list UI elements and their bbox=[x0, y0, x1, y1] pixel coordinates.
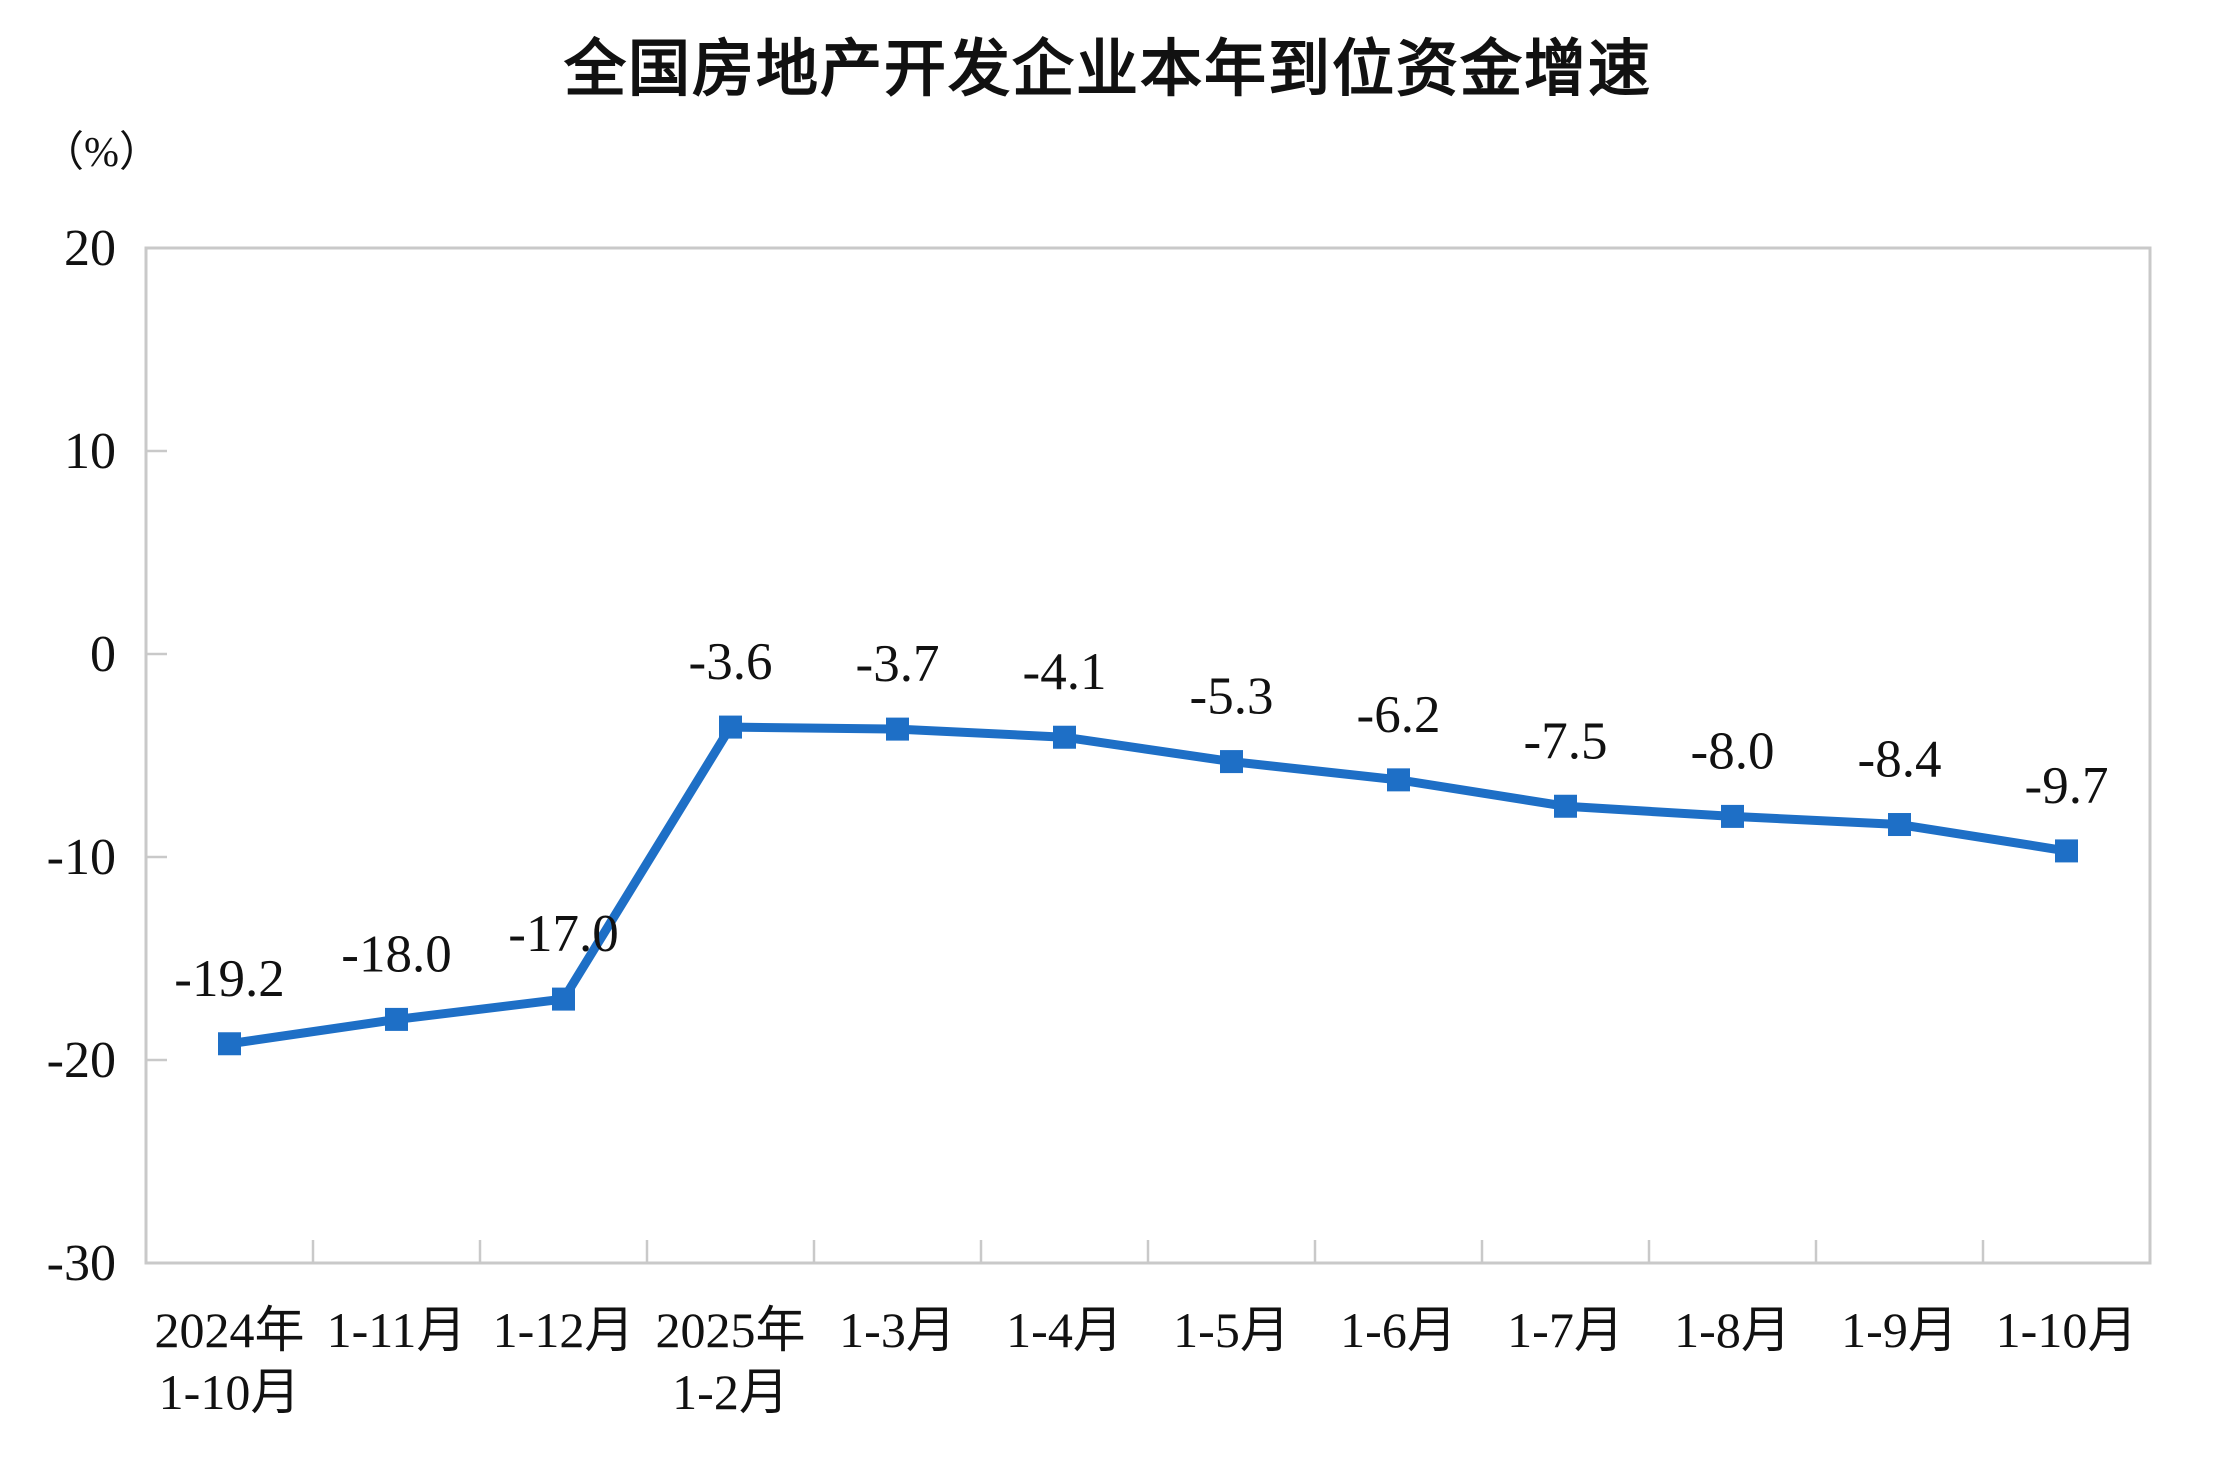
data-point-marker bbox=[218, 1032, 241, 1056]
data-point-label: -18.0 bbox=[341, 925, 451, 983]
data-point-label: -4.1 bbox=[1023, 643, 1107, 701]
data-point-label: -8.4 bbox=[1858, 731, 1942, 789]
x-axis-category-label: 1-3月 bbox=[839, 1302, 956, 1358]
y-axis-tick-label: 20 bbox=[64, 220, 116, 277]
x-axis-category-label: 1-9月 bbox=[1841, 1302, 1958, 1358]
data-point-marker bbox=[1387, 768, 1410, 792]
x-axis-category-label: 1-6月 bbox=[1340, 1302, 1457, 1358]
data-point-label: -3.7 bbox=[856, 635, 940, 693]
data-point-label: -8.0 bbox=[1691, 722, 1775, 780]
y-axis-tick-label: 10 bbox=[64, 423, 116, 480]
plot-area-border bbox=[144, 246, 2152, 1265]
data-point-label: -7.5 bbox=[1524, 712, 1608, 770]
x-axis-category-label: 2024年 1-10月 bbox=[155, 1302, 305, 1420]
y-axis-tick-label: -10 bbox=[47, 829, 116, 886]
y-axis-tick-label: -20 bbox=[47, 1032, 116, 1089]
data-point-label: -9.7 bbox=[2025, 757, 2109, 815]
data-point-label: -17.0 bbox=[508, 905, 618, 963]
data-point-marker bbox=[886, 717, 909, 741]
data-point-marker bbox=[552, 987, 575, 1011]
x-axis-category-label: 1-7月 bbox=[1507, 1302, 1624, 1358]
data-point-label: -19.2 bbox=[174, 950, 284, 1008]
data-point-label: -6.2 bbox=[1357, 686, 1441, 744]
data-point-label: -3.6 bbox=[689, 633, 773, 691]
data-point-marker bbox=[385, 1007, 408, 1031]
x-axis-category-label: 1-5月 bbox=[1173, 1302, 1290, 1358]
data-point-label: -5.3 bbox=[1190, 668, 1274, 726]
x-axis-category-label: 1-11月 bbox=[327, 1302, 467, 1358]
x-axis-category-label: 1-4月 bbox=[1006, 1302, 1123, 1358]
y-axis-unit-label: （%） bbox=[42, 130, 161, 176]
data-point-marker bbox=[1554, 794, 1577, 818]
x-axis-category-label: 1-12月 bbox=[493, 1302, 635, 1358]
data-point-marker bbox=[1053, 725, 1076, 749]
y-axis-tick-label: 0 bbox=[90, 626, 116, 683]
x-axis-category-label: 2025年 1-2月 bbox=[656, 1302, 806, 1420]
data-point-marker bbox=[719, 715, 742, 739]
y-axis-tick-label: -30 bbox=[47, 1235, 116, 1292]
data-point-marker bbox=[1888, 813, 1911, 837]
x-axis-category-label: 1-8月 bbox=[1674, 1302, 1791, 1358]
data-line-series bbox=[228, 722, 2068, 1049]
data-point-marker bbox=[1220, 750, 1243, 774]
data-point-marker bbox=[2055, 839, 2078, 863]
data-point-marker bbox=[1721, 804, 1744, 828]
chart-title: 全国房地产开发企业本年到位资金增速 bbox=[563, 36, 1652, 104]
x-axis-category-label: 1-10月 bbox=[1996, 1302, 2138, 1358]
